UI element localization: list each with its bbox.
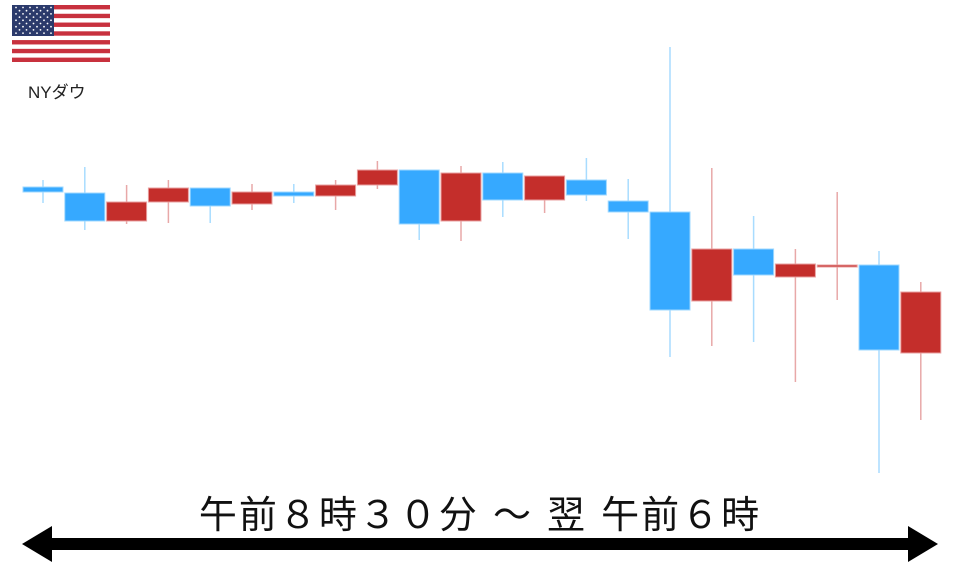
candle	[147, 180, 189, 223]
candle-body	[482, 172, 524, 201]
index-label: NYダウ	[28, 83, 86, 102]
candle-body	[273, 191, 315, 197]
candle-body	[565, 179, 607, 196]
candle-body	[816, 264, 858, 268]
candle	[607, 179, 649, 239]
candle-body	[106, 201, 148, 222]
candle	[649, 47, 691, 357]
candle	[356, 161, 398, 189]
candle	[691, 168, 733, 346]
candle	[565, 158, 607, 201]
candle	[858, 251, 900, 473]
candle-body	[64, 192, 106, 222]
candle-body	[189, 187, 231, 207]
time-range-caption: 午前８時３０分 ～ 翌 午前６時	[198, 493, 762, 537]
candle	[440, 166, 482, 241]
candle	[524, 175, 566, 213]
us-flag-icon	[12, 5, 110, 62]
candle	[273, 184, 315, 203]
double-arrow-icon	[22, 526, 938, 562]
candle	[733, 216, 775, 342]
candle-body	[900, 291, 942, 354]
candle-body	[356, 169, 398, 186]
candle	[398, 169, 440, 240]
candle-body	[858, 264, 900, 351]
candle-body	[649, 211, 691, 311]
candle	[22, 180, 64, 203]
candle-body	[315, 184, 357, 197]
candle	[482, 162, 524, 217]
candle-body	[231, 191, 273, 205]
candle	[774, 249, 816, 382]
candle-body	[607, 200, 649, 213]
candle-body	[691, 248, 733, 302]
candle	[816, 192, 858, 300]
candle	[106, 185, 148, 224]
candle-body	[147, 187, 189, 203]
candle	[900, 282, 942, 420]
candle-body	[440, 172, 482, 222]
candle-body	[22, 186, 64, 193]
candle	[64, 167, 106, 230]
candle-body	[774, 263, 816, 278]
candle-body	[398, 169, 440, 225]
candle	[231, 184, 273, 210]
candle-body	[524, 175, 566, 201]
candlestick-chart	[22, 47, 942, 473]
candle-body	[733, 248, 775, 276]
candle	[315, 180, 357, 210]
candle	[189, 187, 231, 223]
